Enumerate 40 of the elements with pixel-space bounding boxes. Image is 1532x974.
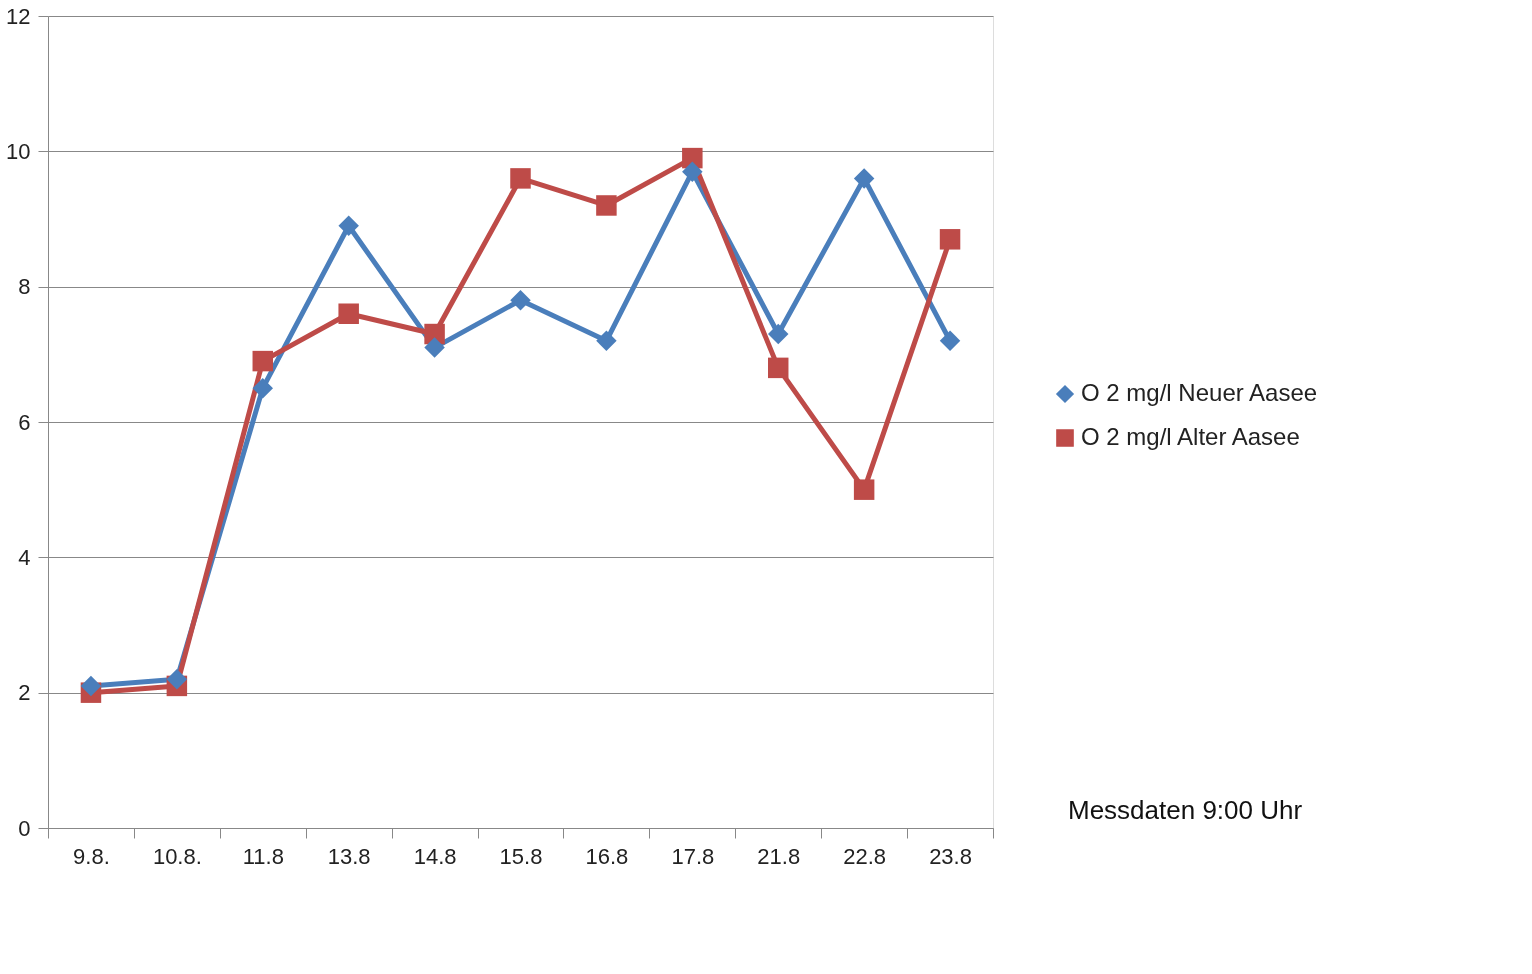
legend-label: O 2 mg/l Alter Aasee: [1081, 423, 1300, 450]
point: [682, 161, 703, 182]
x-tick-label: 11.8: [242, 843, 284, 869]
point: [853, 479, 875, 500]
x-tick-label: 9.8.: [73, 843, 110, 869]
point: [80, 675, 102, 697]
legend-label: O 2 mg/l Neuer Aasee: [1081, 379, 1318, 406]
point: [252, 350, 274, 372]
x-tick-label: 23.8: [929, 843, 972, 869]
x-tick-label: 17.8: [671, 843, 715, 869]
point: [166, 668, 188, 690]
y-tick-label: 10: [6, 138, 31, 164]
x-tick-label: 16.8: [585, 843, 629, 869]
y-tick-label: 8: [18, 274, 31, 300]
point: [596, 195, 617, 216]
y-tick-label: 2: [18, 680, 31, 706]
point: [252, 377, 274, 399]
point: [767, 323, 789, 345]
point: [939, 229, 961, 250]
point: [596, 330, 617, 352]
x-tick-label: 14.8: [413, 843, 457, 869]
x-tick-label: 21.8: [757, 843, 801, 869]
y-tick-label: 4: [18, 544, 31, 570]
point: [767, 357, 789, 379]
point: [510, 289, 531, 311]
point: [853, 168, 875, 189]
y-tick-label: 12: [6, 3, 31, 29]
x-tick-label: 13.8: [327, 843, 371, 869]
y-tick-label: 6: [18, 409, 31, 435]
y-tick-label: 0: [18, 815, 31, 841]
x-tick-label: 22.8: [843, 843, 887, 869]
x-tick-label: 15.8: [499, 843, 543, 869]
text: Messdaten 9:00 Uhr: [1068, 795, 1303, 825]
point: [682, 147, 703, 169]
point: [338, 215, 359, 237]
point: [510, 168, 531, 189]
x-tick-label: 10.8.: [152, 843, 202, 869]
point: [424, 337, 445, 358]
point: [939, 330, 961, 352]
point: [338, 303, 359, 324]
